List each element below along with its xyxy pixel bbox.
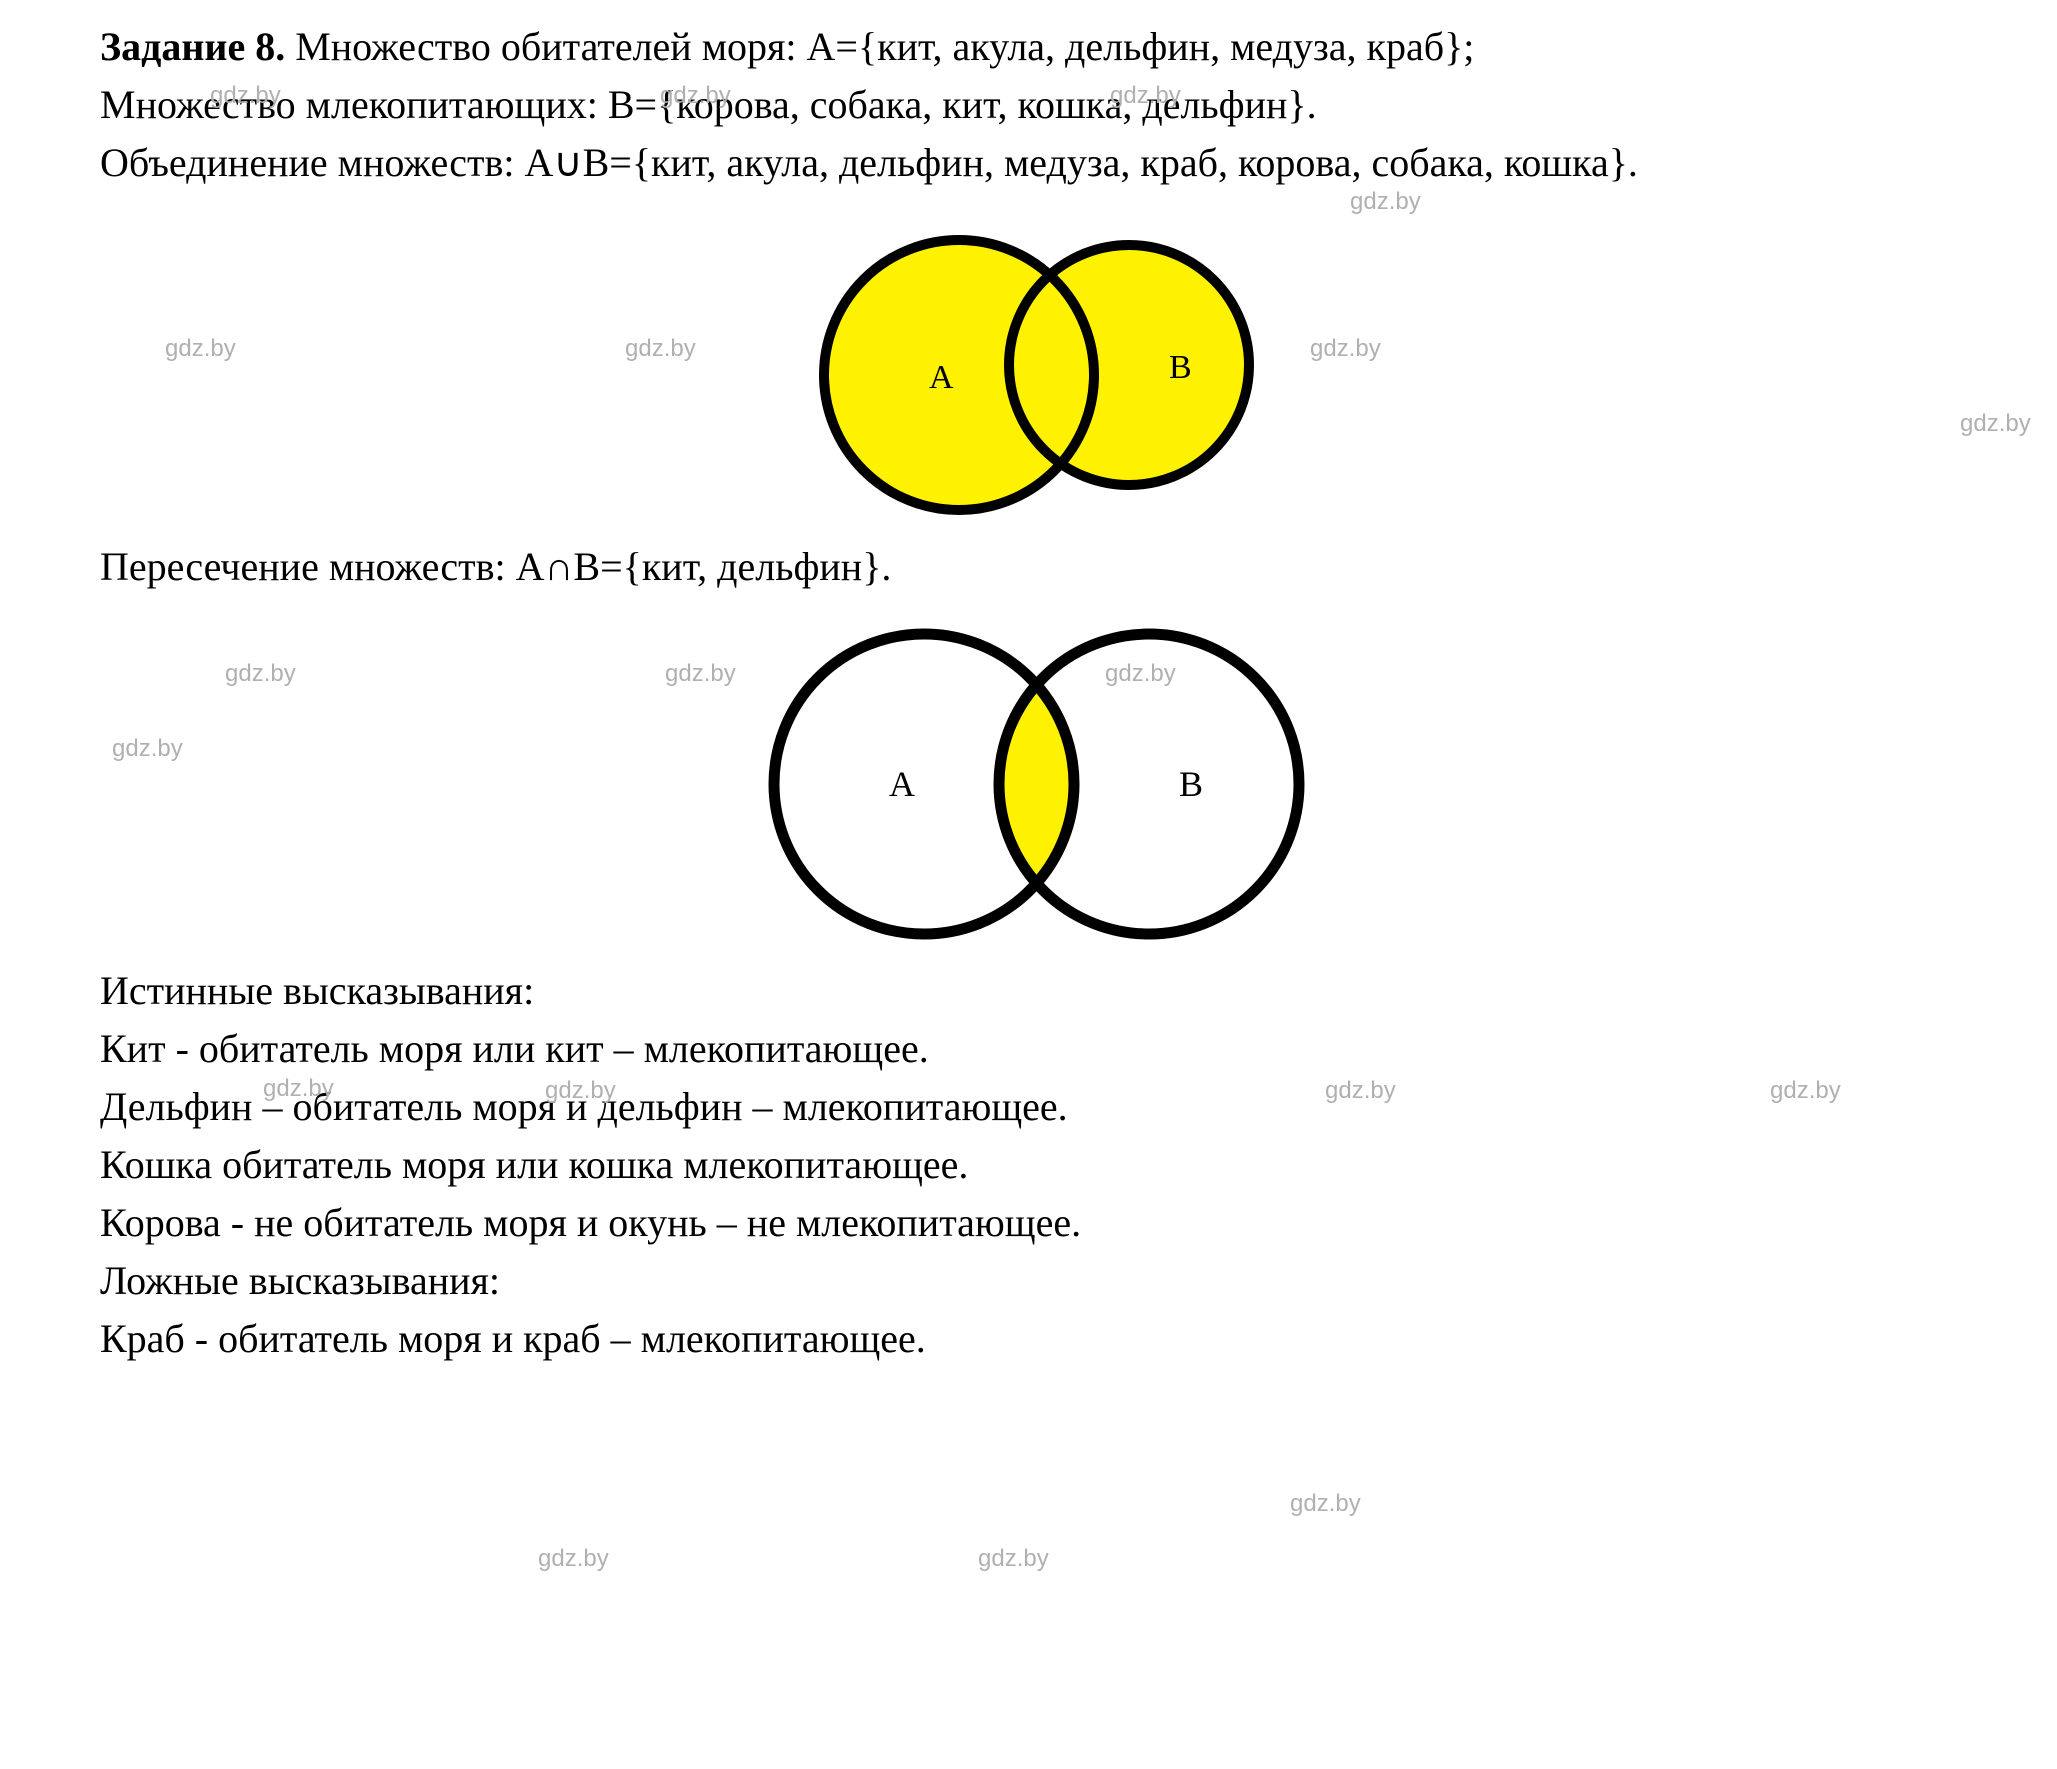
statement-3: Кошка обитатель моря или кошка млекопита… <box>40 1138 2017 1192</box>
watermark: gdz.by <box>978 1545 1049 1573</box>
venn-intersection-figure: АВ <box>40 594 2017 964</box>
false-statements-heading: Ложные высказывания: <box>40 1254 2017 1308</box>
venn-label-a: А <box>929 359 954 396</box>
watermark: gdz.by <box>1290 1490 1361 1518</box>
task-number: Задание 8. <box>100 24 295 69</box>
venn-union-svg: АВ <box>749 220 1309 520</box>
statement-5: Краб - обитатель моря и краб – млекопита… <box>40 1312 2017 1366</box>
statement-4: Корова - не обитатель моря и окунь – не … <box>40 1196 2017 1250</box>
statement-2: Дельфин – обитатель моря и дельфин – мле… <box>40 1080 2017 1134</box>
venn-label-a: А <box>889 764 915 804</box>
union-line: Объединение множеств: А∪В={кит, акула, д… <box>40 136 2017 190</box>
task-line-1-rest: Множество обитателей моря: А={кит, акула… <box>295 24 1474 69</box>
intersection-line: Пересечение множеств: А∩В={кит, дельфин}… <box>40 540 2017 594</box>
venn-label-b: В <box>1169 349 1192 386</box>
venn-label-b: В <box>1179 764 1203 804</box>
task-line-1: Задание 8. Множество обитателей моря: А=… <box>40 20 2017 74</box>
statement-1: Кит - обитатель моря или кит – млекопита… <box>40 1022 2017 1076</box>
venn-intersection-svg: АВ <box>709 624 1349 944</box>
venn-union-figure: АВ <box>40 190 2017 540</box>
set-b-line: Множество млекопитающих: В={корова, соба… <box>40 78 2017 132</box>
true-statements-heading: Истинные высказывания: <box>40 964 2017 1018</box>
page: gdz.bygdz.bygdz.bygdz.bygdz.bygdz.bygdz.… <box>0 0 2057 1769</box>
watermark: gdz.by <box>538 1545 609 1573</box>
